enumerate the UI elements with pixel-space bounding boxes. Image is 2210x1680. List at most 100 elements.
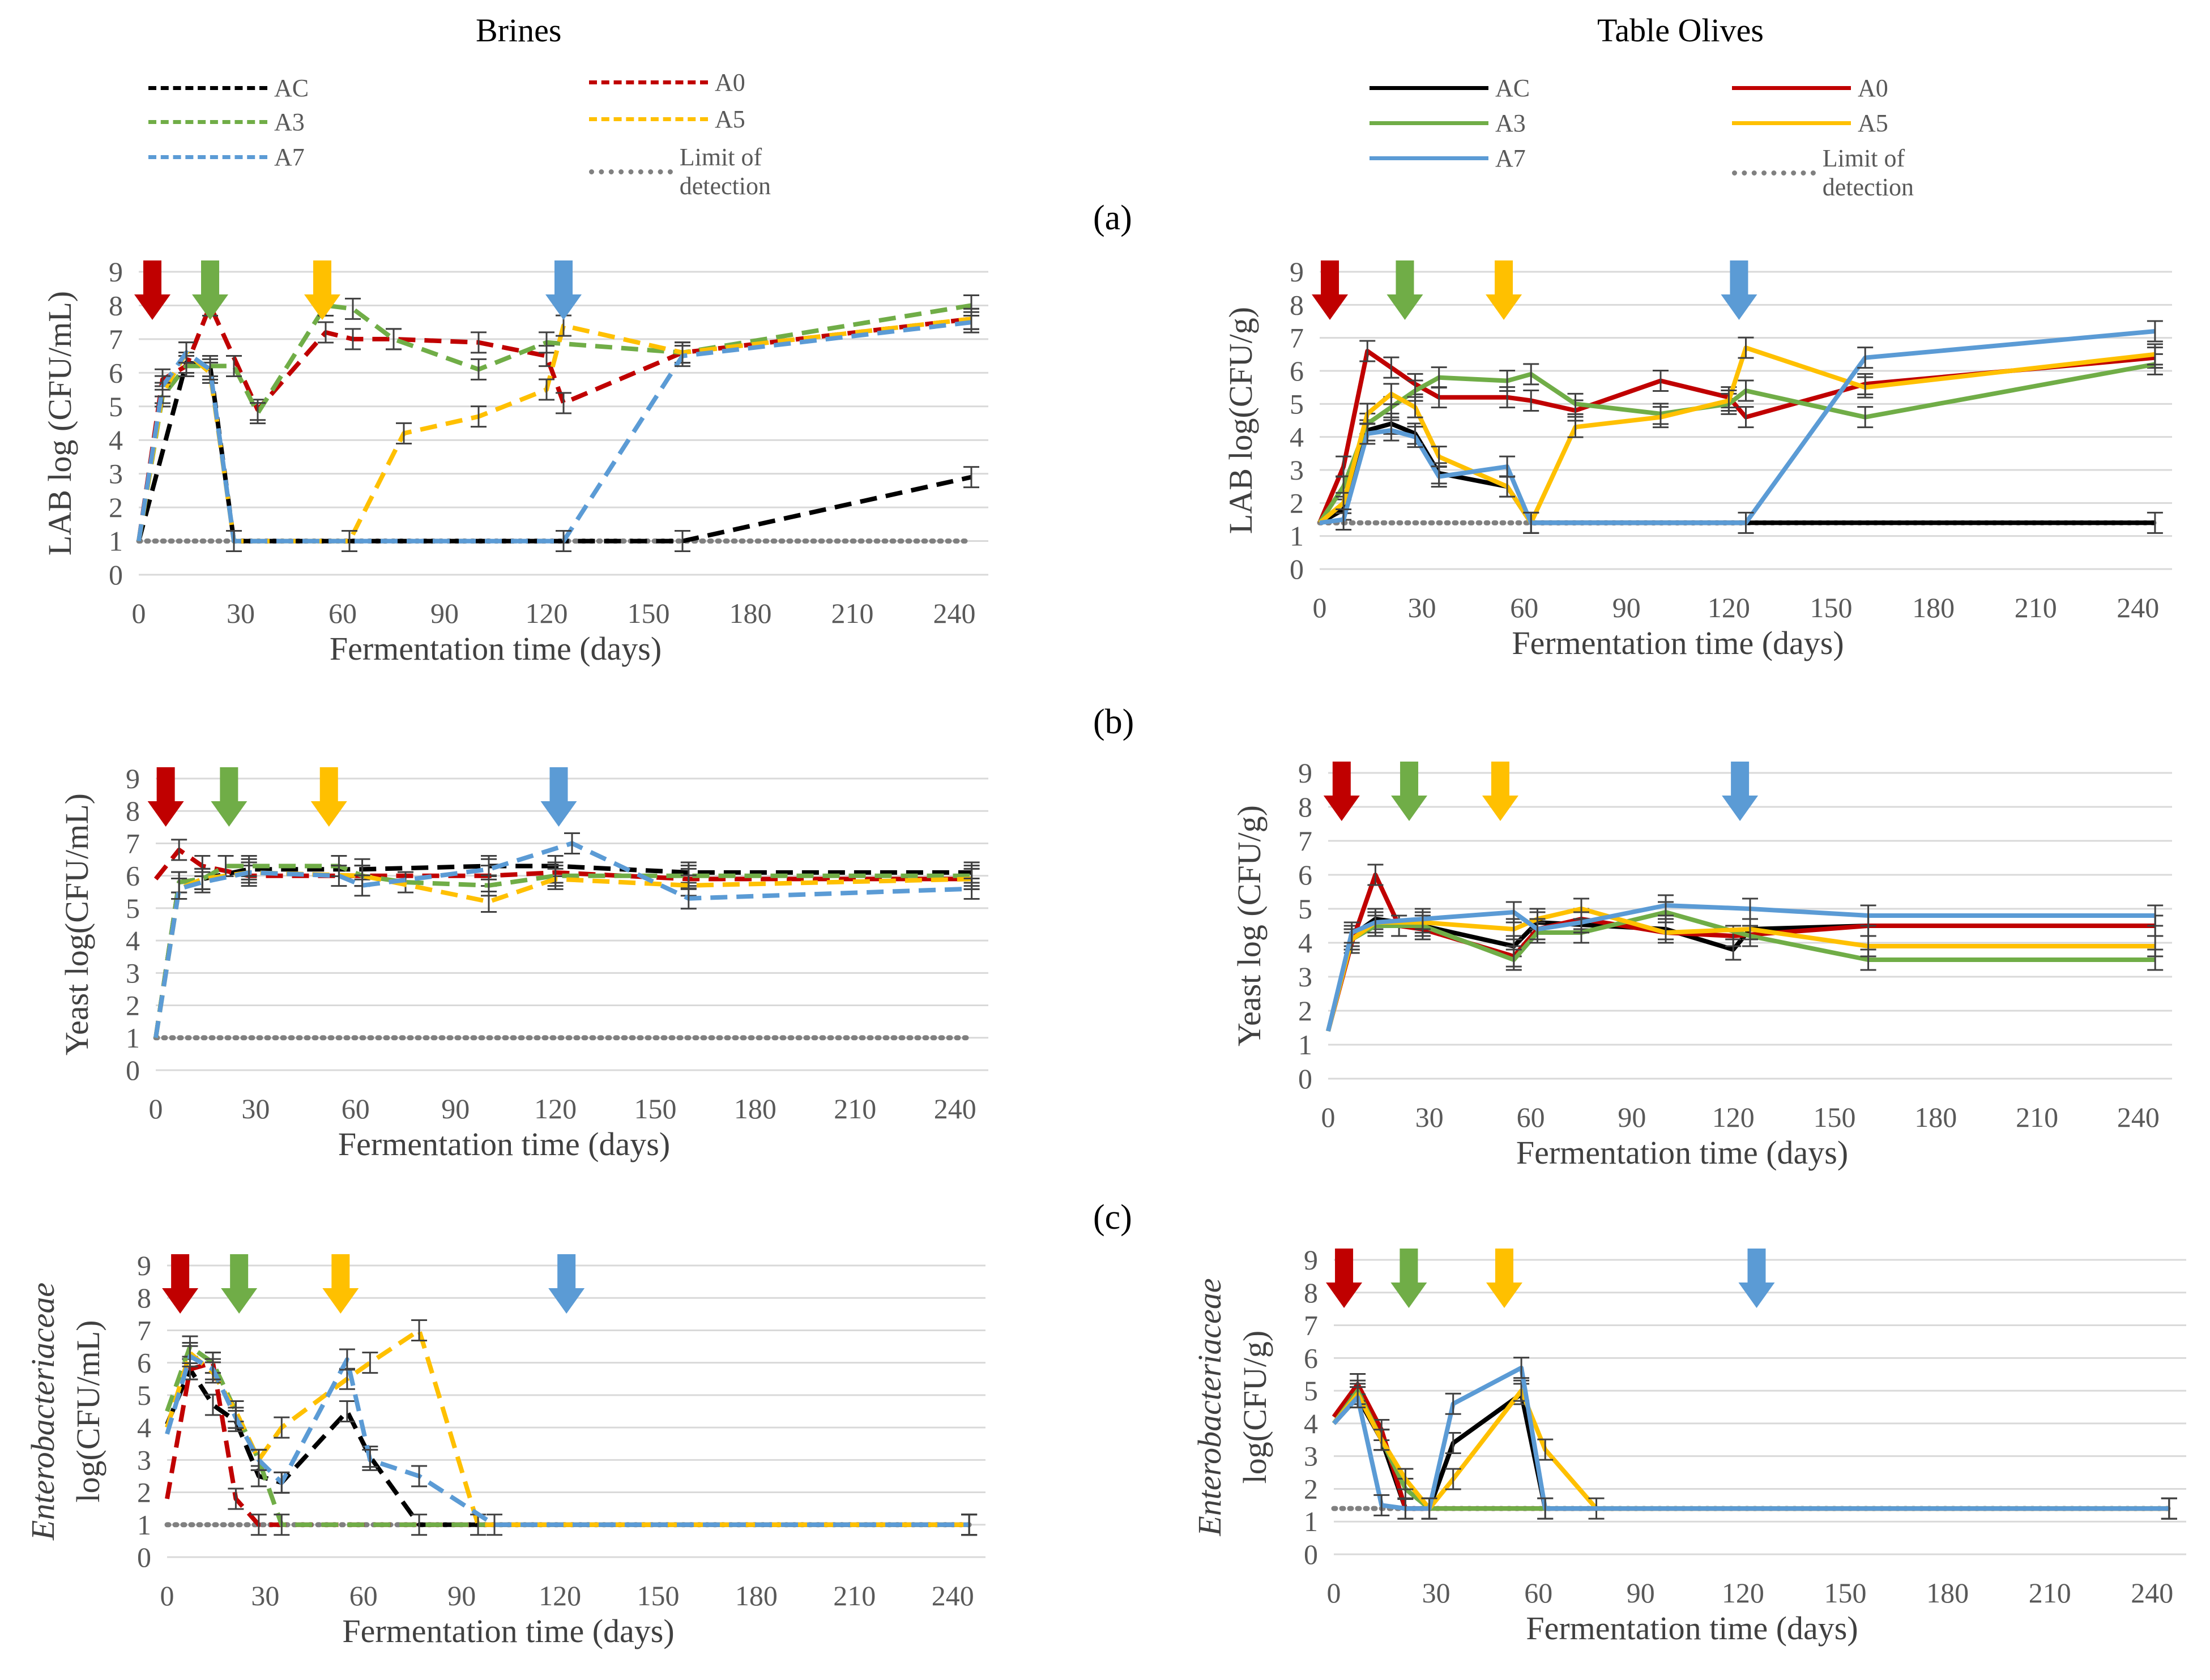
legend-label: A3 [1495, 109, 1526, 137]
error-bar [226, 354, 242, 377]
error-bar [1738, 379, 1754, 402]
error-bar [2161, 1497, 2177, 1520]
x-tick-label: 150 [634, 1093, 677, 1125]
legend-item-ac: AC [1369, 74, 1530, 102]
series-line-a3 [1317, 362, 2156, 524]
x-tick-label: 210 [2029, 1577, 2071, 1609]
error-bar [1445, 1392, 1461, 1415]
legend-swatch [1369, 86, 1488, 90]
error-bar [1350, 1386, 1366, 1409]
error-bar [1367, 911, 1384, 934]
legend-label: A5 [1858, 109, 1888, 137]
legend-item-a3: A3 [148, 108, 305, 136]
y-axis-label: Yeast log(CFU/mL) [58, 793, 95, 1055]
error-bar [1860, 904, 1876, 927]
legend-item-lod: Limit of detection [589, 143, 806, 200]
x-axis-label: Fermentation time (days) [1512, 625, 1844, 661]
error-bar [1738, 406, 1754, 429]
x-tick-label: 60 [1517, 1101, 1545, 1133]
error-bar [228, 1487, 244, 1510]
error-bar [318, 321, 334, 344]
error-bar [1742, 897, 1758, 920]
error-bar [1505, 901, 1522, 924]
error-bar [1373, 1429, 1390, 1451]
error-bar [171, 878, 187, 900]
y-tick-label: 0 [137, 1541, 151, 1573]
legend-item-a7: A7 [148, 143, 305, 172]
error-bar [1343, 921, 1360, 944]
y-tick-label: 6 [1304, 1342, 1318, 1374]
arrow-down-icon [1482, 762, 1518, 821]
error-bar [1738, 336, 1754, 359]
arrow-down-icon [1486, 1249, 1522, 1308]
y-tick-label: 1 [1290, 520, 1304, 552]
legend-swatch [148, 86, 267, 90]
error-bar [1407, 396, 1423, 418]
x-tick-label: 30 [241, 1093, 270, 1125]
y-tick-label: 4 [1298, 927, 1312, 959]
x-tick-label: 150 [628, 597, 670, 629]
x-tick-label: 180 [735, 1580, 778, 1611]
error-bar [354, 874, 370, 897]
y-axis-label-italic: Enterobacteriaceae [24, 1283, 61, 1541]
x-axis-label: Fermentation time (days) [1516, 1134, 1848, 1171]
error-bar [963, 878, 980, 900]
arrow-down-icon [1312, 260, 1349, 320]
series-line-a3 [153, 863, 972, 1038]
error-bar [202, 358, 218, 381]
y-tick-label: 4 [1304, 1408, 1318, 1439]
panel-tag-a: (a) [1093, 199, 1132, 237]
error-bar [1383, 356, 1400, 379]
brines-title: Brines [476, 12, 562, 49]
series-line-a3 [1332, 1388, 2169, 1511]
x-tick-label: 240 [933, 597, 976, 629]
y-tick-label: 3 [126, 957, 140, 989]
x-tick-label: 210 [834, 1093, 876, 1125]
series-line-a5 [1318, 345, 2156, 525]
error-bar [1359, 422, 1376, 445]
error-bar [226, 530, 242, 553]
error-bar [2147, 511, 2163, 534]
x-tick-label: 60 [328, 597, 357, 629]
y-tick-label: 2 [1298, 995, 1312, 1027]
legend-label: Limit of detection [679, 143, 771, 200]
y-tick-label: 1 [126, 1022, 140, 1054]
error-bar [362, 1448, 378, 1471]
legend-swatch [589, 117, 708, 121]
series-line-ac [1319, 421, 2155, 525]
y-tick-label: 8 [126, 795, 140, 827]
error-bar [1414, 908, 1431, 930]
arrow-down-icon [211, 767, 248, 827]
x-tick-label: 150 [637, 1580, 680, 1611]
error-bar [1407, 426, 1423, 448]
x-tick-label: 120 [1722, 1577, 1764, 1609]
x-tick-label: 0 [149, 1093, 163, 1125]
error-bar [1523, 511, 1539, 534]
legend-item-a0: A0 [589, 68, 745, 97]
x-tick-label: 30 [227, 597, 255, 629]
arrow-down-icon [162, 1254, 199, 1314]
x-tick-label: 210 [831, 597, 874, 629]
y-tick-label: 1 [137, 1509, 151, 1541]
x-tick-label: 240 [2131, 1577, 2173, 1609]
x-tick-label: 30 [1415, 1101, 1444, 1133]
error-bar [345, 297, 361, 320]
error-bar [2147, 343, 2163, 366]
legend-label: A0 [715, 69, 745, 96]
error-bar [471, 331, 487, 354]
y-tick-label: 9 [137, 1250, 151, 1281]
legend-label: A5 [715, 105, 745, 133]
legend-label: A3 [274, 108, 305, 136]
y-tick-label: 0 [1304, 1538, 1318, 1570]
x-tick-label: 90 [1612, 592, 1641, 623]
error-bar [1431, 366, 1447, 389]
y-tick-label: 3 [109, 458, 123, 490]
error-bar [204, 1358, 221, 1380]
error-bar [274, 1416, 290, 1439]
y-tick-label: 3 [1304, 1440, 1318, 1472]
error-bar [1383, 383, 1400, 405]
x-tick-label: 0 [132, 597, 146, 629]
error-bar [539, 331, 554, 354]
